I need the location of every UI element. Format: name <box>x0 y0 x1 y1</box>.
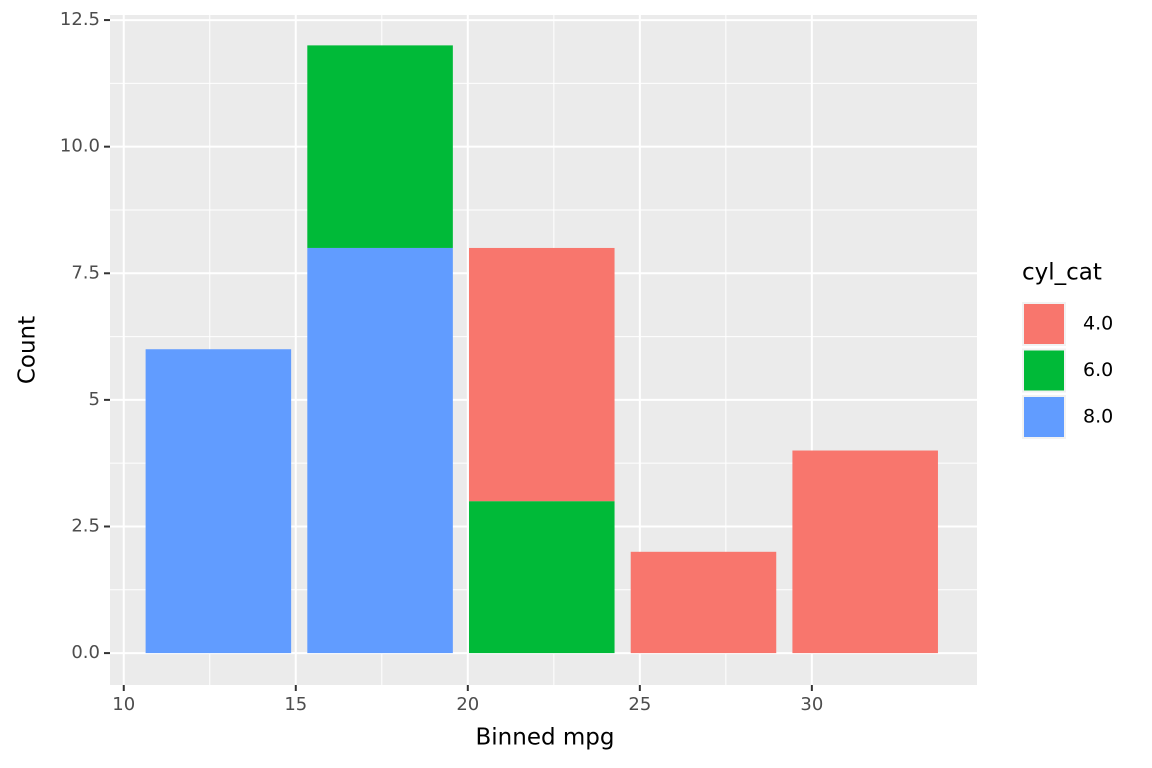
x-tick-label: 15 <box>284 694 307 715</box>
x-tick-label: 10 <box>112 694 135 715</box>
legend-key <box>1024 304 1064 344</box>
y-tick-label: 5 <box>89 389 100 410</box>
bar <box>307 247 453 654</box>
legend-label: 8.0 <box>1083 406 1113 428</box>
bar <box>630 551 777 654</box>
bar <box>145 349 292 654</box>
y-tick-label: 10.0 <box>60 136 100 157</box>
legend-key <box>1024 397 1064 437</box>
y-axis-title: Count <box>15 316 41 384</box>
bar <box>469 501 615 654</box>
x-tick-label: 20 <box>456 694 479 715</box>
legend-key <box>1024 350 1064 391</box>
x-axis-title: Binned mpg <box>476 725 615 751</box>
bar <box>469 247 615 502</box>
legend-label: 6.0 <box>1083 359 1113 381</box>
y-tick-label: 12.5 <box>60 9 100 30</box>
legend-label: 4.0 <box>1083 313 1113 335</box>
bar <box>307 45 453 248</box>
x-tick-label: 25 <box>628 694 651 715</box>
y-tick-label: 7.5 <box>71 262 100 283</box>
bar <box>792 450 938 654</box>
y-tick-label: 2.5 <box>71 515 100 536</box>
legend-title: cyl_cat <box>1022 260 1102 286</box>
x-tick-label: 30 <box>800 694 823 715</box>
y-tick-label: 0.0 <box>71 642 100 663</box>
